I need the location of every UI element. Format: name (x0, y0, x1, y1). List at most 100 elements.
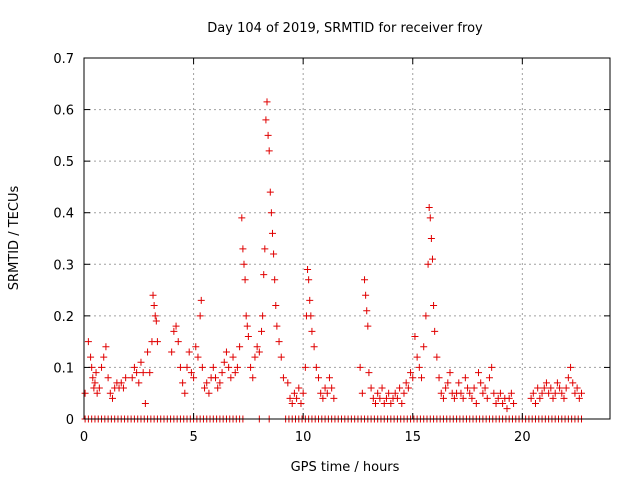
data-point (374, 389, 382, 397)
data-point (428, 255, 436, 263)
data-point (220, 358, 228, 366)
data-point (461, 374, 469, 382)
data-point (265, 147, 273, 155)
data-point (286, 394, 294, 402)
data-point (376, 394, 384, 402)
data-point (457, 389, 465, 397)
data-point (505, 394, 513, 402)
data-point (128, 374, 136, 382)
data-point (330, 394, 338, 402)
data-point (549, 394, 557, 402)
data-point (527, 394, 535, 402)
data-point (150, 302, 158, 310)
data-point (214, 384, 222, 392)
y-tick-label: 0.6 (53, 104, 74, 119)
data-point (362, 291, 370, 299)
y-tick-label: 0.7 (53, 52, 74, 67)
data-point (183, 363, 191, 371)
data-point (284, 379, 292, 387)
data-point (380, 400, 388, 408)
data-point (263, 98, 271, 106)
data-point (407, 369, 415, 377)
data-point (152, 317, 160, 325)
data-point (135, 379, 143, 387)
data-point (494, 394, 502, 402)
data-point (510, 400, 518, 408)
data-point (251, 353, 259, 361)
data-point (87, 353, 95, 361)
data-point (117, 379, 125, 387)
data-point (205, 389, 213, 397)
data-point (435, 374, 443, 382)
data-point (176, 363, 184, 371)
data-point (81, 389, 89, 397)
data-point (212, 374, 219, 382)
data-point (328, 384, 336, 392)
data-point (400, 389, 408, 397)
data-point (98, 363, 106, 371)
data-point (141, 400, 149, 408)
data-point (470, 384, 478, 392)
y-axis-label: SRMTID / TECUs (7, 186, 22, 291)
data-point (540, 384, 548, 392)
data-point (472, 400, 480, 408)
data-point (242, 312, 250, 320)
data-point (437, 389, 445, 397)
data-point (385, 389, 393, 397)
data-point (479, 389, 487, 397)
x-tick-label: 15 (404, 430, 421, 445)
data-point (356, 363, 364, 371)
data-point (239, 245, 247, 253)
plot-frame (83, 57, 611, 420)
data-point (297, 400, 305, 408)
x-tick-label: 5 (189, 430, 197, 445)
data-point (293, 394, 301, 402)
data-point (496, 389, 504, 397)
data-point (485, 374, 493, 382)
data-point (255, 348, 263, 356)
data-point (455, 379, 463, 387)
data-point (323, 389, 331, 397)
data-point (415, 363, 423, 371)
data-point (575, 394, 583, 402)
data-point (192, 343, 200, 351)
data-point (420, 343, 428, 351)
data-point (560, 394, 568, 402)
data-point (308, 327, 316, 335)
data-point (260, 271, 268, 279)
data-point (364, 322, 372, 330)
data-point (233, 363, 241, 371)
data-point (369, 394, 377, 402)
data-point (301, 363, 309, 371)
data-point (93, 389, 101, 397)
data-point (404, 384, 412, 392)
data-point (503, 405, 511, 413)
data-point (427, 235, 435, 242)
data-point (387, 400, 395, 408)
data-point (268, 229, 276, 237)
data-point (130, 363, 138, 371)
data-point (222, 348, 230, 356)
data-point (393, 394, 401, 402)
data-point (229, 353, 237, 361)
data-point (91, 379, 99, 387)
y-tick-label: 0.3 (53, 258, 74, 273)
data-point (137, 358, 145, 366)
data-point (567, 363, 575, 371)
data-point (396, 384, 404, 392)
data-point (358, 389, 366, 397)
data-point (262, 116, 270, 124)
data-point (442, 384, 450, 392)
data-point (531, 400, 539, 408)
x-tick-label: 20 (514, 430, 531, 445)
data-point (319, 394, 327, 402)
data-point (317, 389, 325, 397)
data-point (227, 374, 235, 382)
data-point (149, 291, 157, 299)
data-point (464, 384, 472, 392)
data-point (272, 302, 280, 310)
chart-title: Day 104 of 2019, SRMTID for receiver fro… (207, 21, 483, 36)
data-point (84, 338, 92, 346)
data-point (170, 327, 178, 335)
